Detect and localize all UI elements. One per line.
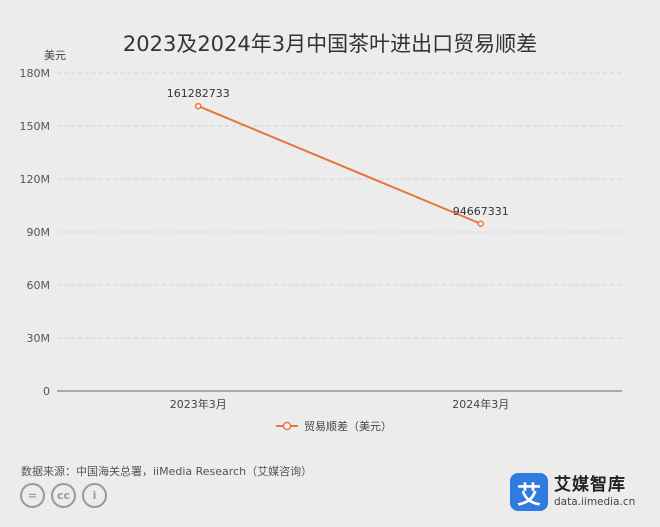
chart-title: 2023及2024年3月中国茶叶进出口贸易顺差 — [122, 32, 538, 56]
y-tick-label: 60M — [27, 279, 51, 292]
brand-name: 艾媒智库 — [554, 475, 626, 496]
x-tick-label: 2024年3月 — [452, 397, 509, 411]
y-tick-label: 180M — [20, 67, 51, 80]
y-tick-label: 30M — [27, 332, 51, 345]
source-note: 数据来源：中国海关总署，iiMedia Research（艾媒咨询） — [21, 465, 313, 478]
y-tick-label: 0 — [43, 385, 50, 398]
brand-logo-icon: 艾 — [510, 473, 548, 511]
y-axis-unit: 美元 — [44, 49, 66, 62]
brand-block: 艾 艾媒智库 data.iimedia.cn — [510, 473, 635, 511]
data-point — [477, 220, 484, 228]
data-label: 94667331 — [453, 205, 509, 218]
cc-by-icon: i — [82, 483, 107, 508]
y-tick-label: 90M — [27, 226, 51, 239]
brand-url: data.iimedia.cn — [554, 495, 636, 508]
cc-icon: cc — [51, 483, 76, 508]
license-icons: = cc i — [20, 483, 107, 508]
series-line — [197, 105, 482, 225]
x-tick-label: 2023年3月 — [170, 397, 227, 411]
data-label: 161282733 — [167, 87, 230, 100]
data-point — [195, 102, 202, 110]
cc-nd-icon: = — [20, 483, 45, 508]
y-tick-label: 120M — [20, 173, 51, 186]
legend-marker — [282, 421, 292, 431]
legend-label: 贸易顺差（美元） — [304, 419, 392, 433]
y-tick-label: 150M — [20, 120, 51, 133]
chart-area: 0 30M 60M 90M 120M 150M 180M 美元 2023年3月 2024年3月 1… — [20, 49, 622, 433]
